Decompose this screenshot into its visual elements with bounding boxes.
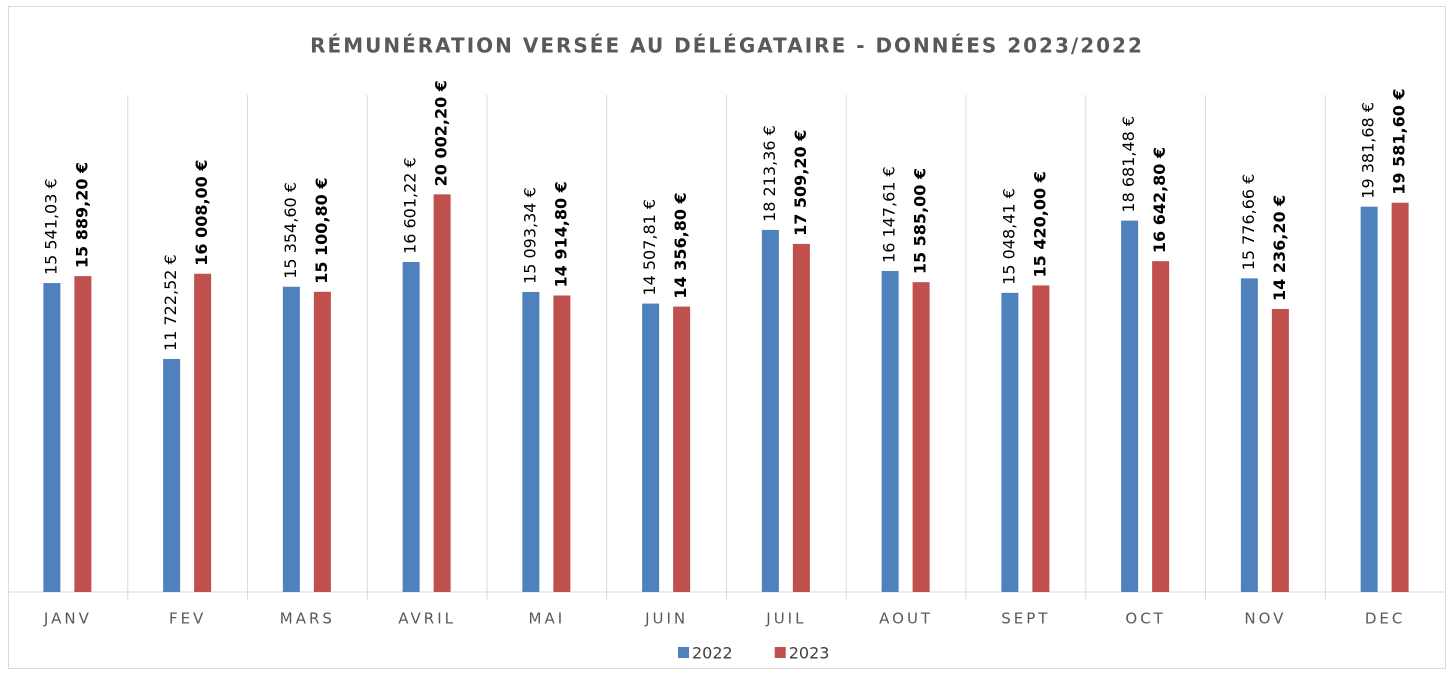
- bar: [912, 282, 930, 592]
- value-label: 15 585,00 €: [911, 168, 930, 274]
- bar: [402, 261, 420, 592]
- bar: [761, 229, 779, 592]
- value-label: 14 507,81 €: [640, 199, 659, 296]
- x-tick-label: FEV: [169, 610, 206, 628]
- value-label: 15 093,34 €: [520, 187, 539, 284]
- bar: [74, 276, 92, 592]
- bar: [313, 291, 331, 592]
- value-label: 15 354,60 €: [281, 182, 300, 279]
- bar: [43, 283, 61, 592]
- value-label: 15 100,80 €: [312, 178, 331, 284]
- value-label: 15 420,00 €: [1030, 171, 1049, 277]
- bar: [1152, 261, 1170, 592]
- value-label: 11 722,52 €: [161, 254, 180, 351]
- value-label: 17 509,20 €: [791, 130, 810, 236]
- x-tick-label: AOUT: [879, 610, 933, 628]
- x-tick-label: AVRIL: [398, 610, 456, 628]
- value-label: 14 356,80 €: [671, 192, 690, 298]
- bar: [1271, 308, 1289, 592]
- bar: [522, 291, 540, 592]
- x-tick-label: NOV: [1244, 610, 1286, 628]
- x-tick-label: DEC: [1365, 610, 1406, 628]
- x-tick-label: JUIN: [644, 610, 688, 628]
- bar: [553, 295, 571, 592]
- bar: [881, 270, 899, 592]
- bar: [673, 306, 691, 592]
- value-label: 15 889,20 €: [72, 162, 91, 268]
- bar: [194, 273, 212, 592]
- chart-title: RÉMUNÉRATION VERSÉE AU DÉLÉGATAIRE - DON…: [310, 34, 1144, 58]
- x-tick-label: OCT: [1125, 610, 1165, 628]
- value-label: 16 601,22 €: [401, 157, 420, 254]
- bar: [1391, 202, 1409, 593]
- value-label: 19 581,60 €: [1390, 88, 1409, 194]
- value-label: 18 213,36 €: [760, 125, 779, 222]
- value-label: 18 681,48 €: [1119, 116, 1138, 213]
- x-tick-label: MARS: [280, 610, 335, 628]
- legend-swatch: [678, 647, 689, 658]
- value-label: 15 541,03 €: [41, 178, 60, 275]
- x-tick-label: JUIL: [765, 610, 806, 628]
- bar: [1240, 278, 1258, 592]
- bar: [433, 194, 451, 592]
- bar: [642, 303, 660, 592]
- value-label: 15 776,66 €: [1239, 174, 1258, 271]
- value-label: 16 642,80 €: [1150, 147, 1169, 253]
- legend-swatch: [774, 647, 786, 658]
- value-label: 16 147,61 €: [880, 166, 899, 263]
- bar: [163, 358, 181, 592]
- x-tick-label: MAI: [529, 610, 566, 628]
- bar: [792, 243, 810, 592]
- bar: [1360, 206, 1378, 592]
- value-label: 14 236,20 €: [1270, 195, 1289, 301]
- bar: [282, 286, 300, 592]
- value-label: 19 381,68 €: [1359, 102, 1378, 199]
- x-tick-label: JANV: [43, 610, 92, 628]
- value-label: 14 914,80 €: [551, 181, 570, 287]
- value-label: 16 008,00 €: [192, 159, 211, 265]
- x-tick-label: SEPT: [1001, 610, 1050, 628]
- bar: [1121, 220, 1139, 592]
- legend-label: 2023: [789, 644, 830, 663]
- value-label: 20 002,20 €: [432, 80, 451, 186]
- value-label: 15 048,41 €: [999, 188, 1018, 285]
- legend-label: 2022: [692, 644, 733, 663]
- bar: [1001, 292, 1019, 592]
- bar: [1032, 285, 1050, 592]
